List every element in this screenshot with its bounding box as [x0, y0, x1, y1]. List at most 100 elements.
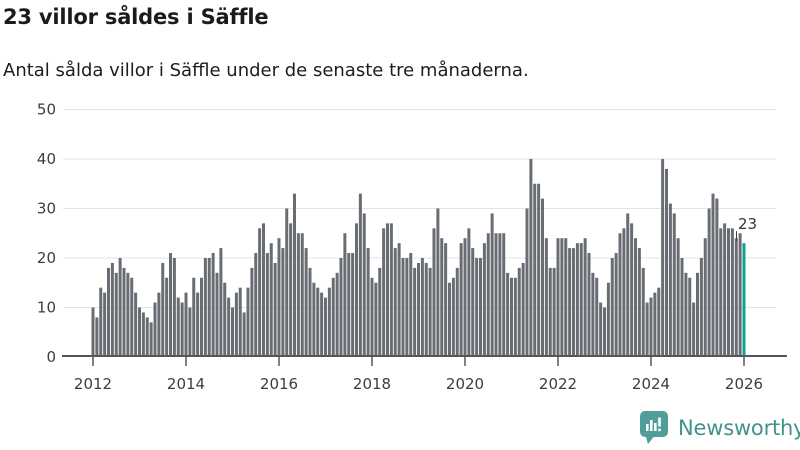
- page-title: 23 villor såldes i Säffle: [3, 5, 269, 29]
- bar: [711, 193, 715, 357]
- newsworthy-wordmark: Newsworthy: [678, 416, 800, 440]
- bar: [370, 277, 374, 357]
- bar: [262, 223, 265, 357]
- bar: [432, 228, 436, 357]
- bar: [157, 292, 161, 357]
- bar: [316, 287, 320, 357]
- bar: [696, 272, 699, 357]
- bar: [219, 248, 223, 357]
- x-tick-label: 2016: [260, 375, 298, 393]
- bar: [715, 198, 719, 357]
- bar: [312, 282, 316, 357]
- bar: [413, 267, 417, 357]
- bar: [107, 267, 110, 357]
- bar: [622, 228, 626, 357]
- bar: [510, 277, 513, 357]
- bar: [730, 228, 734, 357]
- bar: [727, 228, 730, 357]
- bar: [707, 208, 711, 357]
- bar: [482, 243, 486, 357]
- bar: [207, 258, 211, 357]
- bar: [335, 272, 339, 357]
- x-tick-label: 2014: [167, 375, 205, 393]
- bar: [572, 248, 575, 357]
- bar: [231, 307, 234, 357]
- bar: [382, 228, 386, 357]
- x-tick-label: 2026: [725, 375, 763, 393]
- y-tick-label: 0: [46, 348, 56, 366]
- bar: [417, 262, 420, 357]
- bar: [637, 248, 641, 357]
- annotation-label: 23: [738, 215, 757, 233]
- bar: [684, 272, 688, 357]
- bar: [304, 248, 308, 357]
- bar: [587, 253, 591, 357]
- bar: [420, 258, 424, 357]
- bar: [692, 302, 696, 357]
- x-tick-label: 2020: [446, 375, 484, 393]
- bar: [471, 248, 475, 357]
- bar: [556, 238, 560, 357]
- bar: [389, 223, 393, 357]
- y-tick-label: 20: [37, 249, 56, 267]
- bar: [634, 238, 637, 357]
- bar: [672, 213, 676, 357]
- bar: [273, 262, 277, 357]
- bar: [254, 253, 258, 357]
- bar: [308, 267, 312, 357]
- bar: [91, 307, 95, 357]
- bar: [227, 297, 231, 357]
- bar: [203, 258, 207, 357]
- bar: [649, 297, 653, 357]
- bar: [599, 302, 603, 357]
- bar: [719, 228, 723, 357]
- bar: [250, 267, 254, 357]
- bar: [614, 253, 618, 357]
- bar: [393, 248, 397, 357]
- bar: [293, 193, 296, 357]
- bar: [502, 233, 506, 357]
- bar: [533, 183, 537, 357]
- bar: [180, 302, 184, 357]
- bar: [544, 238, 548, 357]
- bar: [211, 253, 215, 357]
- bar: [126, 272, 130, 357]
- bar: [455, 267, 459, 357]
- bar: [603, 307, 606, 357]
- bar: [169, 253, 172, 357]
- bar: [479, 258, 482, 357]
- bar: [366, 248, 370, 357]
- bar: [595, 277, 599, 357]
- bar: [490, 213, 494, 357]
- bar: [494, 233, 498, 357]
- bar: [331, 277, 335, 357]
- bar: [242, 312, 246, 357]
- bar: [626, 213, 630, 357]
- bar: [200, 277, 203, 357]
- bar: [374, 282, 378, 357]
- bar: [196, 292, 200, 357]
- bar: [525, 208, 529, 357]
- bar: [238, 287, 242, 357]
- y-tick-label: 40: [37, 150, 56, 168]
- newsworthy-logo-icon: [640, 411, 668, 444]
- bar: [665, 168, 668, 357]
- bar: [680, 258, 684, 357]
- bar: [428, 267, 432, 357]
- bar: [653, 292, 657, 357]
- bar: [246, 287, 250, 357]
- x-tick-label: 2024: [632, 375, 670, 393]
- bar: [324, 297, 327, 357]
- bar: [440, 238, 444, 357]
- bar: [320, 292, 324, 357]
- bar: [459, 243, 463, 357]
- x-tick-label: 2018: [353, 375, 391, 393]
- bar: [738, 233, 742, 357]
- bar: [149, 322, 153, 357]
- bar: [300, 233, 304, 357]
- bar: [436, 208, 440, 357]
- bar: [409, 253, 413, 357]
- bar: [176, 297, 180, 357]
- bar: [548, 267, 552, 357]
- bar: [475, 258, 479, 357]
